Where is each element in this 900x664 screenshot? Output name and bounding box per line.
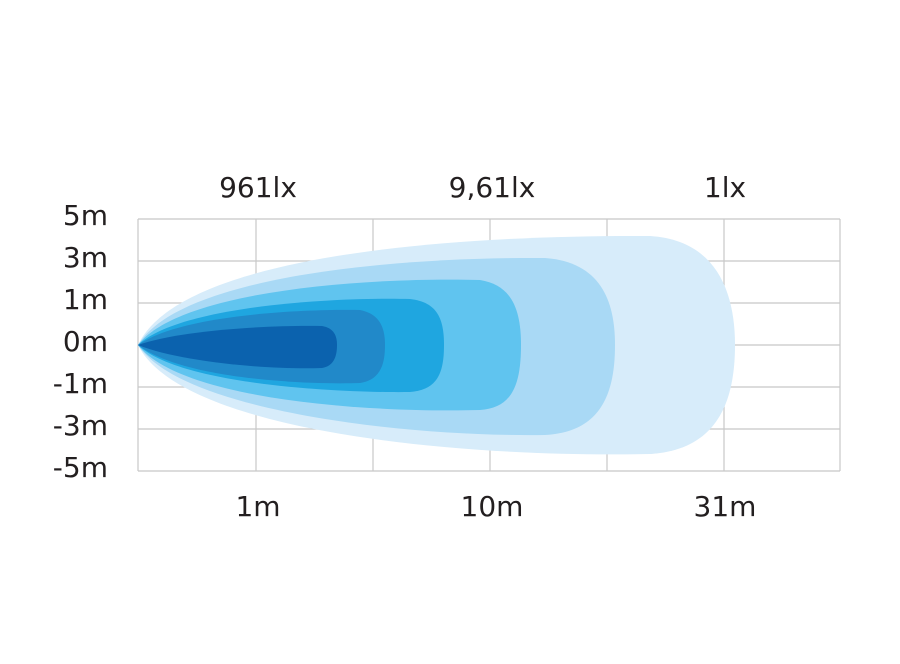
lux-label: 9,61lx: [449, 171, 536, 204]
y-label: -5m: [53, 451, 108, 484]
lux-label: 961lx: [219, 171, 297, 204]
y-label: 1m: [63, 283, 108, 316]
distance-label: 31m: [694, 490, 757, 523]
y-label: 3m: [63, 241, 108, 274]
y-label: 0m: [63, 325, 108, 358]
top-labels: 961lx 9,61lx 1lx: [219, 171, 746, 204]
y-label: -3m: [53, 409, 108, 442]
beam: [138, 235, 735, 455]
y-label: -1m: [53, 367, 108, 400]
lux-label: 1lx: [704, 171, 746, 204]
y-label: 5m: [63, 199, 108, 232]
distance-label: 10m: [461, 490, 524, 523]
bottom-labels: 1m 10m 31m: [235, 490, 756, 523]
y-labels: 5m 3m 1m 0m -1m -3m -5m: [53, 199, 108, 484]
beam-zone: [138, 325, 337, 369]
distance-label: 1m: [235, 490, 280, 523]
